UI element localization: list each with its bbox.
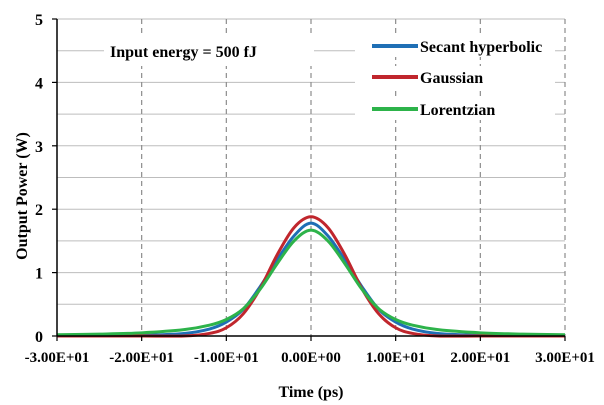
- legend-bg: [355, 98, 555, 120]
- y-tick-label: 2: [35, 202, 43, 219]
- series-line-lorentzian: [56, 228, 566, 337]
- y-tick-label: 1: [35, 266, 43, 283]
- y-axis-label: Output Power (W): [14, 132, 31, 260]
- y-tick-label: 3: [35, 139, 43, 156]
- x-axis-label: Time (ps): [278, 384, 343, 401]
- legend-label: Lorentzian: [420, 102, 495, 119]
- legend-label: Secant hyperbolic: [420, 39, 542, 56]
- legend: Secant hyperbolic Gaussian Lorentzian: [355, 35, 555, 120]
- series-line-secant-hyperbolic: [56, 221, 566, 338]
- x-tick-label: 0.00E+00: [281, 350, 341, 366]
- x-tick-label: -2.00E+01: [109, 350, 174, 366]
- annotation-text: Input energy = 500 fJ: [110, 44, 257, 61]
- y-tick-label: 0: [35, 329, 43, 346]
- x-tick-label: 2.00E+01: [450, 350, 510, 366]
- legend-label: Gaussian: [420, 70, 483, 87]
- x-tick-label: 3.00E+01: [535, 350, 595, 366]
- x-tick-label: -3.00E+01: [25, 350, 90, 366]
- legend-bg: [355, 35, 555, 57]
- y-tick-label: 5: [35, 12, 43, 29]
- tick-labels: 0 1 2 3 4 5 -3.00E+01 -2.00E+01 -1.00E+01 0.00E+0…: [25, 12, 595, 366]
- x-tick-label: -1.00E+01: [194, 350, 259, 366]
- annotation-box: [104, 36, 314, 66]
- legend-bg: [355, 66, 555, 88]
- x-tick-label: 1.00E+01: [366, 350, 426, 366]
- y-tick-label: 4: [35, 75, 43, 92]
